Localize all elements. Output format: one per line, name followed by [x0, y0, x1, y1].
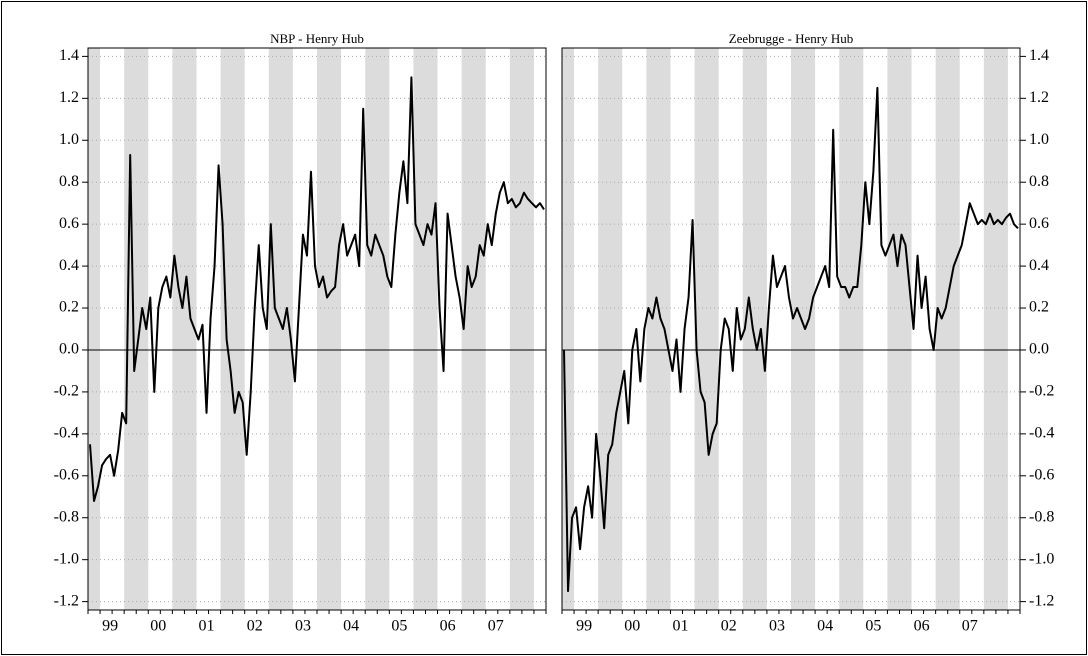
y-tick-label: -0.6: [54, 466, 79, 483]
x-tick-label: 04: [817, 618, 833, 635]
y-tick-label: -0.6: [1029, 466, 1054, 483]
y-tick-label: 0.8: [1029, 173, 1049, 190]
panel: -1.2 -1.0 -0.8 -0.6 -0.4 -0.2 0.0 0.2 0.4 0.6 0.8 1…: [561, 31, 1054, 635]
x-tick-label: 02: [721, 618, 737, 635]
x-tick-label: 99: [576, 618, 592, 635]
y-tick-label: -1.2: [1029, 592, 1054, 609]
x-tick-label: 05: [391, 618, 407, 635]
y-tick-label: -0.8: [54, 508, 79, 525]
shade-band: [839, 48, 864, 610]
shade-band: [509, 48, 534, 610]
y-tick-label: 0.0: [59, 341, 79, 358]
x-tick-label: 01: [199, 618, 215, 635]
shade-band: [461, 48, 486, 610]
shade-band: [598, 48, 623, 610]
shade-band: [646, 48, 671, 610]
y-tick-label: 1.0: [1029, 131, 1049, 148]
shade-band: [791, 48, 816, 610]
panel: -1.2 -1.0 -0.8 -0.6 -0.4 -0.2 0.0 0.2 0.4 0.6 0.8 1…: [54, 31, 547, 635]
data-line: [89, 76, 545, 502]
x-tick-label: 99: [102, 618, 118, 635]
y-tick-label: 1.2: [1029, 89, 1049, 106]
shade-band: [365, 48, 390, 610]
y-tick-label: -1.2: [54, 592, 79, 609]
plot-frame: [561, 47, 1021, 611]
shade-band: [742, 48, 767, 610]
y-tick-label: 0.8: [59, 173, 79, 190]
y-tick-label: -0.2: [1029, 383, 1054, 400]
x-tick-label: 03: [769, 618, 785, 635]
chart-title: Zeebrugge - Henry Hub: [729, 31, 854, 46]
shade-band: [413, 48, 438, 610]
x-tick-label: 00: [150, 618, 166, 635]
x-tick-label: 06: [914, 618, 930, 635]
y-tick-label: 0.4: [1029, 257, 1049, 274]
shade-band: [220, 48, 245, 610]
y-tick-label: 1.0: [59, 131, 79, 148]
y-tick-label: -0.4: [1029, 425, 1054, 442]
y-tick-label: -0.4: [54, 425, 79, 442]
shade-band: [317, 48, 342, 610]
shade-band: [983, 48, 1008, 610]
x-tick-label: 06: [440, 618, 456, 635]
x-tick-label: 01: [673, 618, 689, 635]
y-tick-label: 0.2: [59, 299, 79, 316]
x-tick-label: 07: [962, 618, 978, 635]
x-tick-label: 03: [295, 618, 311, 635]
y-tick-label: 1.4: [59, 47, 79, 64]
x-tick-label: 05: [865, 618, 881, 635]
y-tick-label: -0.2: [54, 383, 79, 400]
y-tick-label: -1.0: [54, 550, 79, 567]
data-line: [563, 86, 1019, 593]
y-tick-label: 1.2: [59, 89, 79, 106]
shade-band: [172, 48, 197, 610]
shade-band: [935, 48, 960, 610]
y-tick-label: 0.6: [59, 215, 79, 232]
shade-band: [694, 48, 719, 610]
y-tick-label: 0.4: [59, 257, 79, 274]
y-tick-label: -0.8: [1029, 508, 1054, 525]
chart-title: NBP - Henry Hub: [270, 31, 364, 46]
plot-frame: [87, 47, 547, 611]
y-tick-label: 0.0: [1029, 341, 1049, 358]
y-tick-label: 1.4: [1029, 47, 1049, 64]
x-tick-label: 04: [343, 618, 359, 635]
shade-band: [88, 48, 101, 610]
x-tick-label: 07: [488, 618, 504, 635]
x-tick-label: 00: [624, 618, 640, 635]
y-tick-label: 0.6: [1029, 215, 1049, 232]
shade-band: [887, 48, 912, 610]
x-tick-label: 02: [247, 618, 263, 635]
y-tick-label: 0.2: [1029, 299, 1049, 316]
y-tick-label: -1.0: [1029, 550, 1054, 567]
